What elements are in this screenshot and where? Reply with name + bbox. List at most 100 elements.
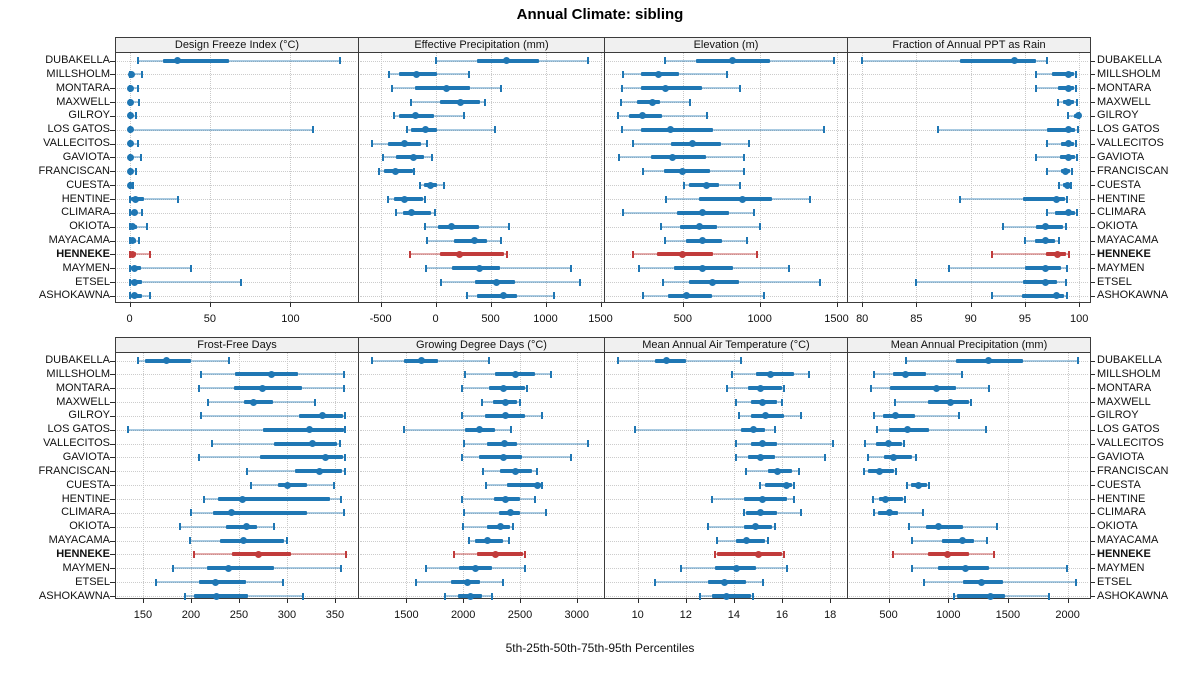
whisker-cap-high [725,70,728,78]
whisker-cap-low [1067,112,1070,120]
panel-strip: Mean Annual Precipitation (mm) [847,337,1091,353]
median-dot [512,370,519,378]
whisker-cap-high [958,412,960,420]
interquartile-bar [755,372,795,377]
interquartile-bar [650,155,706,160]
whisker-cap-low [870,384,873,392]
whisker-cap-high [569,264,572,272]
whisker-cap-low [631,250,634,258]
row-label-right: CUESTA [1097,478,1141,491]
median-dot [738,195,746,203]
median-dot [958,537,966,544]
interquartile-bar [225,524,258,529]
median-dot [126,140,134,148]
median-dot [512,467,519,475]
x-gridline [830,353,832,598]
whisker-cap-high [484,98,487,106]
row-gridline [849,199,1088,200]
median-dot [1010,57,1018,64]
row-label-right: CLIMARA [1097,506,1146,519]
whisker-cap-high [467,70,470,78]
whisker-cap-low [735,440,738,448]
interquartile-bar [394,197,423,201]
whisker-cap-low [1034,84,1037,92]
y-tick-left [110,74,115,76]
row-gridline [117,226,356,228]
percentile-whisker [404,428,511,431]
whisker-cap-low [171,564,174,572]
whisker-cap-high [138,98,141,106]
x-tick [862,303,864,307]
median-dot [130,264,138,272]
percentile-whisker [938,128,1078,131]
row-gridline [606,240,845,242]
median-dot [309,440,317,448]
median-dot [321,453,329,461]
whisker-cap-high [189,264,192,272]
x-gridline [759,53,761,302]
whisker-cap-high [785,564,788,572]
row-label-right: MILLSHOLM [1097,67,1161,80]
percentile-whisker [1035,156,1077,159]
whisker-cap-low [735,398,738,406]
row-gridline [360,374,602,376]
whisker-cap-high [742,153,745,161]
whisker-cap-low [443,592,446,600]
median-dot [129,237,137,244]
whisker-cap-low [907,523,910,531]
whisker-cap-low [424,264,427,272]
y-tick-left [110,554,115,556]
row-gridline [606,157,845,159]
x-tick-label: 18 [824,609,837,621]
whisker-cap-low [653,578,656,586]
percentile-whisker [129,267,191,270]
row-gridline [360,212,602,214]
interquartile-bar [207,566,275,571]
median-dot [174,57,182,64]
row-gridline [117,60,356,62]
median-dot [654,70,662,78]
y-tick-right [1090,582,1095,584]
median-dot [457,98,465,106]
whisker-cap-low [465,292,468,300]
whisker-cap-low [893,398,896,406]
row-label-right: HENNEKE [1097,547,1151,560]
median-dot [1063,181,1071,189]
row-gridline [849,129,1088,131]
whisker-cap-low [706,523,709,531]
whisker-cap-high [984,426,987,434]
row-gridline [606,185,845,187]
row-label-left: HENTINE [61,492,110,505]
whisker-cap-high [540,412,543,420]
percentile-whisker [873,511,923,514]
row-label-left: MAYACAMA [48,534,110,546]
interquartile-bar [243,400,274,405]
whisker-cap-low [481,398,483,406]
whisker-cap-low [861,57,864,64]
y-tick-right [1090,415,1095,417]
panel-plot [358,52,605,303]
x-gridline [1007,353,1009,598]
x-tick [129,303,131,307]
whisker-cap-high [800,412,803,420]
whisker-cap-high [688,98,691,106]
row-label-left: LOS GATOS [47,423,110,436]
whisker-cap-low [634,426,637,434]
whisker-cap-low [211,440,213,448]
row-label-left: GAVIOTA [62,450,110,463]
row-gridline [117,415,356,417]
whisker-cap-low [716,537,719,544]
row-gridline [117,240,356,242]
row-gridline [117,402,356,404]
y-tick-left [110,402,115,404]
percentile-whisker [127,428,345,431]
row-gridline [849,157,1088,159]
y-tick-right [1090,212,1095,214]
x-gridline [286,353,288,598]
percentile-whisker [137,59,341,62]
whisker-cap-low [137,357,140,364]
median-dot [126,126,134,134]
median-dot [759,440,767,448]
median-dot [696,223,704,231]
interquartile-bar [748,386,783,391]
